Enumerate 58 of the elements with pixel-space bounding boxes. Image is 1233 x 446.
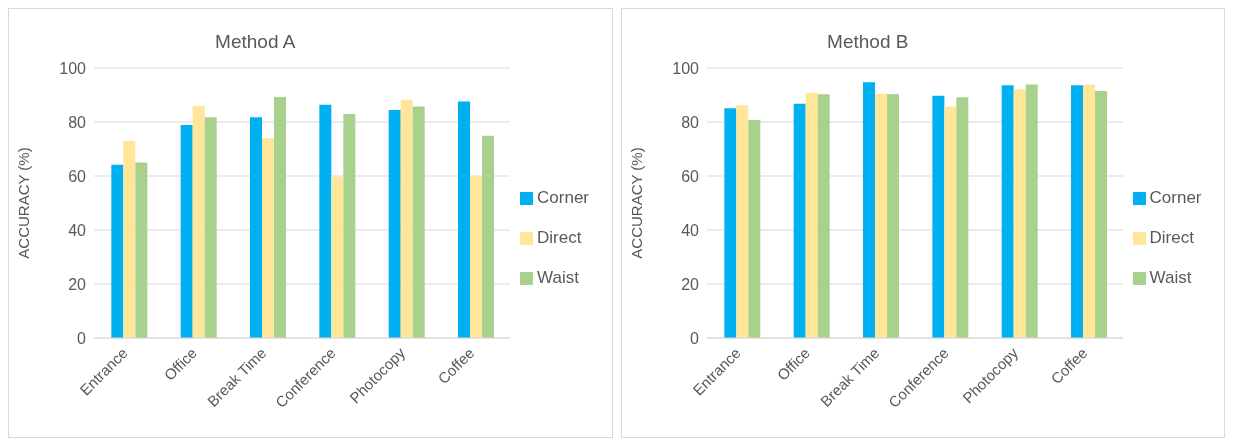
bar <box>331 177 344 338</box>
bar <box>319 104 332 338</box>
bar <box>747 120 760 338</box>
bar <box>482 135 495 338</box>
y-tick-label: 100 <box>59 59 87 77</box>
bar <box>388 110 401 338</box>
bar <box>793 103 806 338</box>
bar <box>470 176 483 338</box>
y-tick-label: 100 <box>671 59 699 77</box>
y-tick-label: 60 <box>680 167 699 185</box>
y-tick-label: 60 <box>68 167 87 185</box>
legend-label: Direct <box>1149 228 1194 247</box>
y-tick-label: 20 <box>68 275 87 293</box>
y-tick-label: 20 <box>680 275 699 293</box>
legend-label: Waist <box>1149 268 1192 287</box>
bar <box>111 164 124 338</box>
legend-label: Corner <box>1149 188 1202 207</box>
legend-label: Direct <box>537 228 582 247</box>
bar <box>1070 85 1083 338</box>
bar <box>874 93 887 338</box>
bar <box>192 105 205 338</box>
bar <box>886 94 899 338</box>
bar <box>943 106 956 338</box>
y-tick-label: 80 <box>680 113 699 131</box>
bar <box>135 162 148 338</box>
bar <box>274 96 287 338</box>
chart-title: Method B <box>826 31 910 53</box>
y-tick-label: 0 <box>77 329 87 347</box>
bar <box>1082 84 1095 338</box>
bar <box>817 94 830 338</box>
bar <box>400 99 413 338</box>
y-tick-label: 40 <box>680 221 699 239</box>
y-tick-label: 80 <box>68 113 87 131</box>
bar <box>1013 89 1026 338</box>
y-axis-title: ACCURACY (%) <box>627 147 645 259</box>
chart-title: Method A <box>214 31 297 53</box>
bar <box>1094 90 1107 338</box>
bar <box>735 105 748 338</box>
bar <box>931 95 944 338</box>
bar <box>955 97 968 338</box>
y-tick-label: 40 <box>68 221 87 239</box>
legend-label: Corner <box>537 188 589 207</box>
bar <box>862 82 875 338</box>
bar <box>262 138 275 338</box>
bar <box>180 124 193 338</box>
bar <box>204 117 217 338</box>
y-axis-title: ACCURACY (%) <box>15 147 33 259</box>
bar <box>412 106 425 338</box>
bar <box>343 113 356 338</box>
bar <box>458 101 471 338</box>
bar <box>1001 85 1014 338</box>
legend-label: Waist <box>537 268 579 287</box>
bar <box>123 140 136 338</box>
bar <box>723 108 736 338</box>
y-tick-label: 0 <box>689 329 699 347</box>
bar <box>1025 84 1038 338</box>
bar <box>805 92 818 338</box>
bar <box>250 117 263 338</box>
